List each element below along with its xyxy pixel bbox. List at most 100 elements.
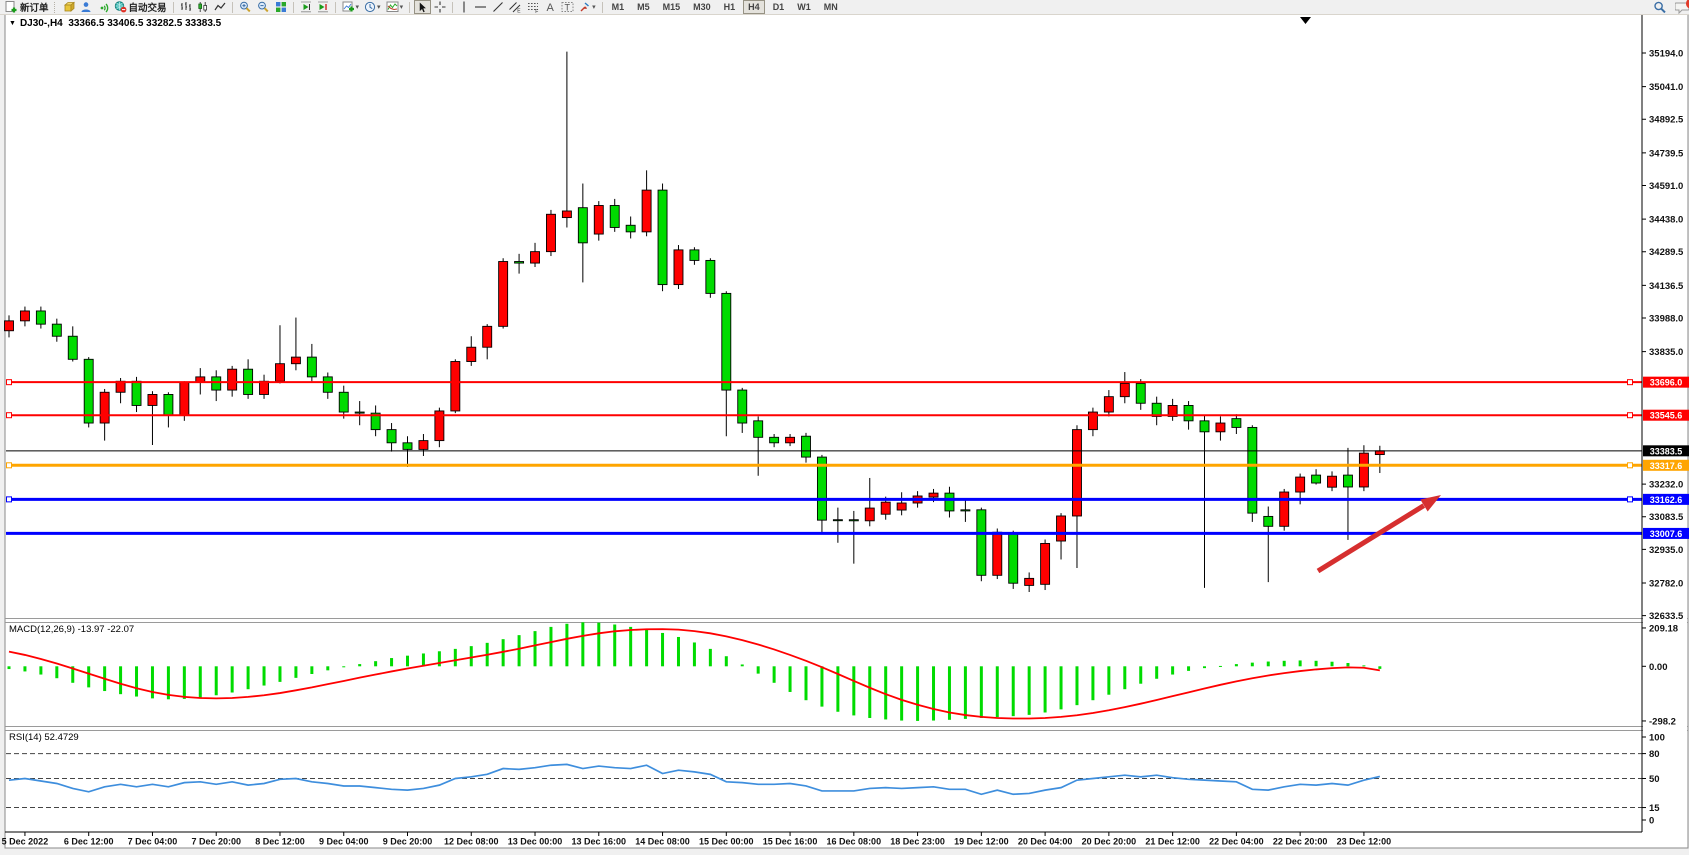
profile-button[interactable] (78, 1, 94, 14)
line-handle[interactable] (1627, 496, 1633, 503)
line-handle[interactable] (6, 412, 12, 419)
arrows-button[interactable]: ▾ (577, 1, 598, 14)
chart-shift-button[interactable] (315, 1, 331, 14)
price-axis[interactable] (1643, 15, 1687, 847)
pane-divider[interactable] (5, 726, 1688, 731)
svg-text:34892.5: 34892.5 (1649, 115, 1684, 126)
svg-text:33162.6: 33162.6 (1650, 495, 1683, 505)
fibonacci-button[interactable]: F (525, 1, 542, 14)
svg-text:33988.0: 33988.0 (1649, 313, 1683, 324)
chart-shift-marker[interactable] (1300, 17, 1311, 24)
periods-dropdown[interactable]: ▾ (377, 4, 381, 11)
svg-text:6 Dec 12:00: 6 Dec 12:00 (64, 837, 114, 847)
arrow-head (1420, 495, 1441, 512)
rsi-line (8, 763, 1381, 796)
line-handle[interactable] (1627, 379, 1633, 386)
tile-windows-button[interactable] (273, 1, 289, 14)
new-order-label: 新订单 (20, 3, 49, 14)
auto-scroll-button[interactable] (298, 1, 314, 14)
svg-text:20 Dec 04:00: 20 Dec 04:00 (1018, 837, 1073, 847)
price-badge: 33162.6 (1643, 493, 1689, 505)
timeframe-w1[interactable]: W1 (797, 2, 811, 12)
price-axis-labels: 35194.0 35041.0 34892.5 34739.5 34591.0 34438… (1642, 49, 1684, 827)
market-watch-button[interactable] (61, 1, 77, 14)
timeframe-m1[interactable]: M1 (611, 2, 625, 12)
crosshair-button[interactable] (432, 1, 448, 14)
channel-button[interactable]: E (507, 1, 524, 14)
timeframe-h1[interactable]: H1 (723, 2, 736, 12)
horizontal-line-button[interactable] (472, 1, 489, 14)
svg-text:22 Dec 20:00: 22 Dec 20:00 (1273, 837, 1328, 847)
vertical-line-button[interactable] (457, 1, 471, 14)
timeframe-m15[interactable]: M15 (662, 2, 681, 12)
text-button[interactable]: A (543, 1, 558, 14)
periods-button[interactable]: ▾ (362, 1, 383, 14)
line-chart-button[interactable] (212, 1, 228, 14)
svg-text:33317.6: 33317.6 (1650, 461, 1683, 471)
autotrade-button[interactable]: 自动交易 (112, 1, 169, 14)
timeframe-mn[interactable]: MN (823, 2, 838, 12)
svg-text:7 Dec 04:00: 7 Dec 04:00 (128, 837, 178, 847)
cube-icon (63, 1, 75, 13)
search-button[interactable] (1651, 1, 1669, 14)
chart-title[interactable]: ▼ DJ30-,H4 33366.5 33406.5 33282.5 33383.… (9, 18, 221, 29)
collapse-icon[interactable]: ▼ (9, 20, 16, 27)
svg-text:209.18: 209.18 (1649, 623, 1678, 634)
timeframe-m30[interactable]: M30 (693, 2, 711, 12)
trendline-button[interactable] (490, 1, 506, 14)
chat-button[interactable]: 1 (1673, 0, 1689, 14)
line-handle[interactable] (1627, 412, 1633, 419)
svg-text:15 Dec 00:00: 15 Dec 00:00 (699, 837, 754, 847)
cursor-button[interactable] (414, 0, 432, 14)
price-badge: 33696.0 (1643, 376, 1689, 388)
timeframe-m5[interactable]: M5 (637, 2, 650, 12)
trend-arrow[interactable] (1316, 495, 1441, 574)
zoom-in-icon (239, 1, 252, 13)
horizontal-line-33696[interactable] (6, 379, 1642, 386)
vertical-line-icon (459, 1, 469, 13)
pane-divider[interactable] (5, 618, 1688, 623)
horizontal-line-33545.6[interactable] (6, 412, 1642, 419)
svg-text:18 Dec 23:00: 18 Dec 23:00 (890, 837, 945, 847)
macd-indicator-label: MACD(12,26,9) -13.97 -22.07 (9, 624, 135, 635)
svg-text:12 Dec 08:00: 12 Dec 08:00 (444, 837, 499, 847)
bar-chart-button[interactable] (178, 1, 194, 14)
fibonacci-icon: F (527, 1, 540, 13)
arrows-dropdown[interactable]: ▾ (592, 4, 596, 11)
candlestick-chart-button[interactable] (195, 1, 211, 14)
crosshair-icon (434, 1, 446, 13)
timeframe-d1[interactable]: D1 (772, 2, 785, 12)
svg-text:34438.0: 34438.0 (1649, 215, 1683, 226)
horizontal-line-33317.6[interactable] (6, 462, 1642, 469)
line-handle[interactable] (6, 496, 12, 503)
svg-text:80: 80 (1649, 749, 1660, 760)
svg-text:15 Dec 16:00: 15 Dec 16:00 (763, 837, 818, 847)
bar-chart-icon (180, 1, 192, 13)
cursor-icon (417, 1, 428, 13)
line-handle[interactable] (1627, 462, 1633, 469)
svg-text:33545.6: 33545.6 (1650, 411, 1683, 421)
indicators-dropdown[interactable]: ▾ (355, 4, 360, 11)
arrows-icon (579, 1, 591, 13)
zoom-out-button[interactable] (255, 1, 272, 14)
svg-text:-298.2: -298.2 (1649, 716, 1676, 727)
svg-text:100: 100 (1649, 733, 1665, 744)
text-label-button[interactable]: T (559, 1, 576, 14)
svg-text:7 Dec 20:00: 7 Dec 20:00 (191, 837, 241, 847)
horizontal-line-33162.6[interactable] (6, 496, 1642, 503)
indicators-button[interactable]: ▾ (340, 1, 362, 14)
horizontal-line-icon (474, 1, 487, 13)
auto-scroll-icon (300, 1, 312, 13)
line-handle[interactable] (6, 379, 12, 386)
svg-text:34289.5: 34289.5 (1649, 247, 1684, 258)
new-order-button[interactable]: 新订单 (3, 1, 51, 14)
svg-text:0: 0 (1649, 816, 1654, 827)
templates-button[interactable]: ▾ (384, 1, 406, 14)
line-handle[interactable] (6, 462, 12, 469)
zoom-in-button[interactable] (237, 1, 254, 14)
svg-text:35041.0: 35041.0 (1649, 82, 1683, 93)
templates-dropdown[interactable]: ▾ (399, 4, 404, 11)
timeframe-h4[interactable]: H4 (743, 0, 765, 14)
signal-button[interactable] (95, 1, 111, 14)
